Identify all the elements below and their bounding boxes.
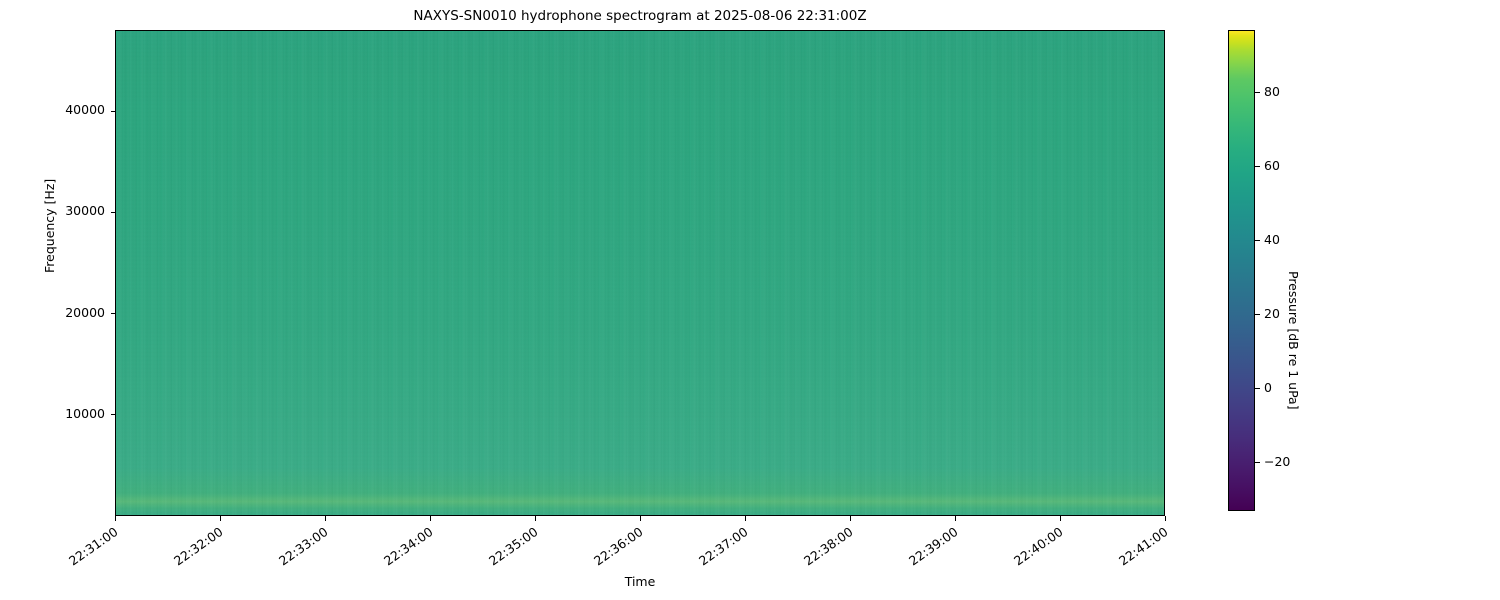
plot-area[interactable]: [115, 30, 1165, 516]
y-axis-tick-mark: [110, 414, 115, 416]
colorbar[interactable]: [1228, 30, 1255, 511]
colorbar-tick-label: 80: [1264, 83, 1280, 99]
colorbar-tick-label: 20: [1264, 305, 1280, 321]
x-axis-tick-mark: [744, 516, 746, 521]
y-axis-tick-mark: [110, 110, 115, 112]
x-axis-tick-mark: [324, 516, 326, 521]
spectrogram-base-layer: [116, 31, 1164, 515]
colorbar-tick-mark: [1255, 166, 1260, 168]
x-axis-tick-mark: [954, 516, 956, 521]
y-axis-tick-mark: [110, 313, 115, 315]
spectrogram-time-striation-layer: [116, 31, 1164, 515]
x-axis-tick-mark: [639, 516, 641, 521]
colorbar-tick-label: −20: [1264, 453, 1291, 469]
spectrogram-frequency-band-layer: [116, 31, 1164, 515]
x-axis-tick-mark: [429, 516, 431, 521]
colorbar-tick-mark: [1255, 314, 1260, 316]
colorbar-tick-mark: [1255, 462, 1260, 464]
page-title: NAXYS-SN0010 hydrophone spectrogram at 2…: [413, 8, 867, 24]
spectrogram-time-striation-layer-coarse: [116, 31, 1164, 515]
y-axis-label: Frequency [Hz]: [42, 178, 57, 273]
x-axis-label: Time: [624, 574, 656, 589]
x-axis-tick-mark: [1059, 516, 1061, 521]
colorbar-tick-mark: [1255, 240, 1260, 242]
y-axis-tick-label: 40000: [65, 102, 105, 117]
colorbar-tick-mark: [1255, 92, 1260, 94]
x-axis-tick-mark: [219, 516, 221, 521]
spectrogram-frequency-texture-layer: [116, 31, 1164, 515]
x-axis-tick-mark: [1164, 516, 1166, 521]
y-axis-tick-mark: [110, 211, 115, 213]
y-axis-tick-label: 10000: [65, 405, 105, 421]
colorbar-tick-label: 0: [1264, 379, 1272, 395]
x-axis-tick-mark: [114, 516, 116, 521]
colorbar-tick-mark: [1255, 388, 1260, 390]
x-axis-tick-mark: [534, 516, 536, 521]
colorbar-label: Pressure [dB re 1 uPa]: [1286, 271, 1301, 410]
y-axis-tick-label: 30000: [65, 203, 105, 219]
colorbar-tick-label: 40: [1264, 231, 1280, 247]
spectrogram-image[interactable]: [116, 31, 1164, 515]
y-axis-tick-label: 20000: [65, 304, 105, 320]
colorbar-tick-label: 60: [1264, 157, 1280, 173]
x-axis-tick-mark: [849, 516, 851, 521]
